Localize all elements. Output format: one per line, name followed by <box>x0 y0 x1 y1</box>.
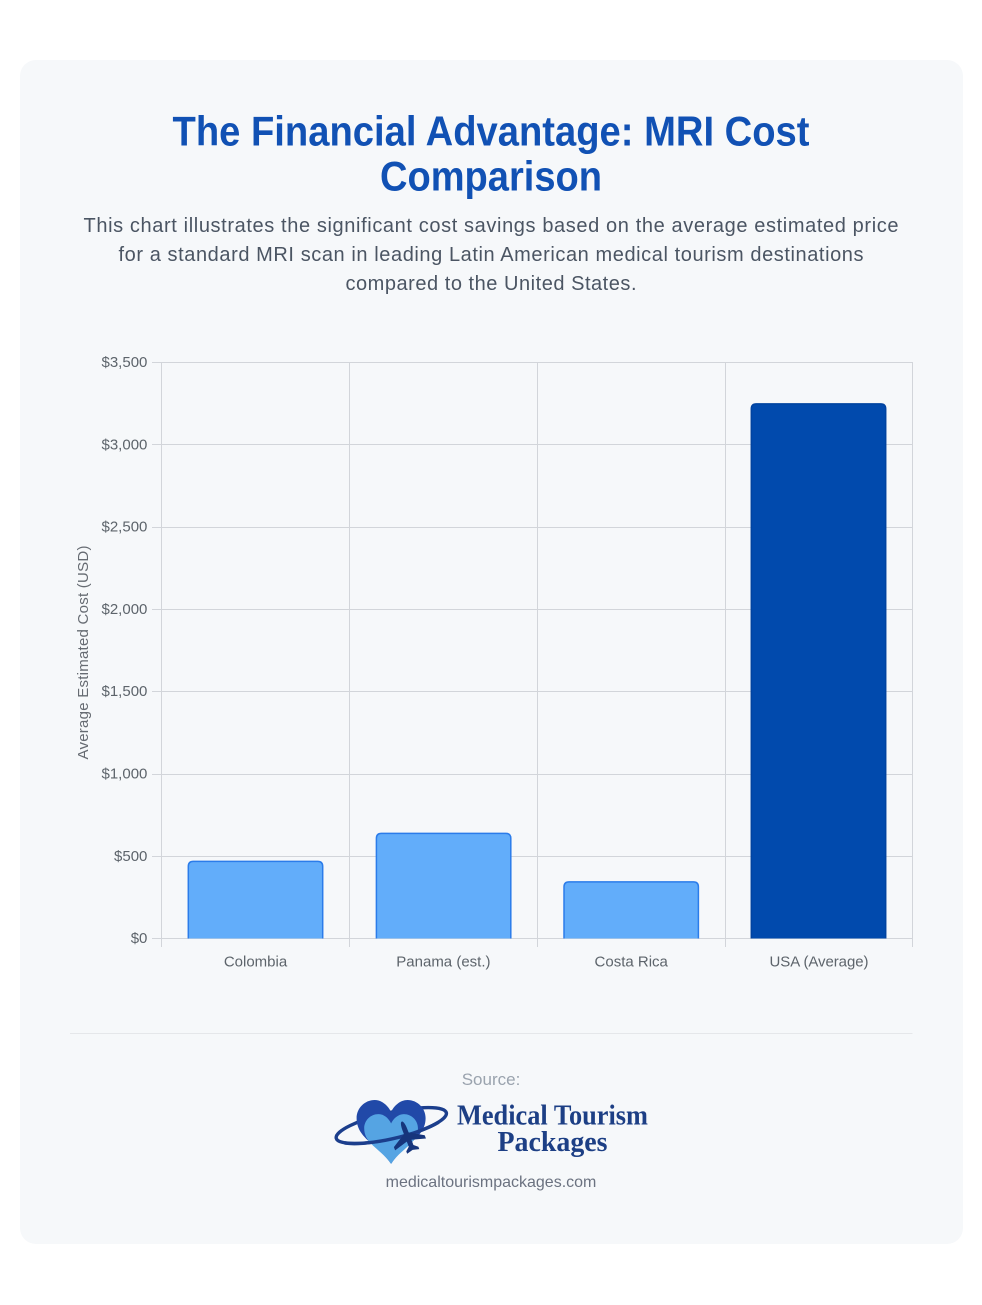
svg-text:$1,000: $1,000 <box>102 766 148 783</box>
svg-text:for a standard MRI scan in lea: for a standard MRI scan in leading Latin… <box>119 244 864 266</box>
svg-text:USA (Average): USA (Average) <box>770 954 869 971</box>
svg-text:compared to the United States.: compared to the United States. <box>346 273 637 295</box>
svg-text:Average Estimated Cost (USD): Average Estimated Cost (USD) <box>75 546 92 760</box>
svg-text:$2,500: $2,500 <box>102 519 148 536</box>
svg-text:$0: $0 <box>131 930 148 947</box>
svg-text:This chart illustrates the sig: This chart illustrates the significant c… <box>84 215 899 237</box>
svg-text:$500: $500 <box>114 848 147 865</box>
svg-text:$3,000: $3,000 <box>102 436 148 453</box>
svg-text:Panama (est.): Panama (est.) <box>396 954 490 971</box>
svg-text:Medical Tourism: Medical Tourism <box>457 1100 648 1132</box>
svg-text:Comparison: Comparison <box>380 153 602 200</box>
svg-text:Source:: Source: <box>462 1070 521 1089</box>
svg-text:medicaltourismpackages.com: medicaltourismpackages.com <box>386 1174 597 1191</box>
svg-text:$1,500: $1,500 <box>102 683 148 700</box>
svg-text:$3,500: $3,500 <box>102 354 148 371</box>
svg-text:$2,000: $2,000 <box>102 601 148 618</box>
svg-text:Packages: Packages <box>498 1126 608 1158</box>
svg-text:The Financial Advantage: MRI C: The Financial Advantage: MRI Cost <box>173 108 810 155</box>
svg-text:Costa Rica: Costa Rica <box>595 954 669 971</box>
svg-text:Colombia: Colombia <box>224 954 288 971</box>
